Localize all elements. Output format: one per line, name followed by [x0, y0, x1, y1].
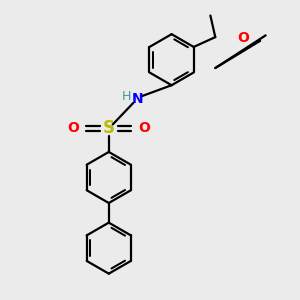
Text: O: O	[138, 122, 150, 135]
Text: H: H	[122, 89, 131, 103]
Text: S: S	[103, 119, 115, 137]
Text: O: O	[68, 122, 79, 135]
Text: N: N	[131, 92, 143, 106]
Text: O: O	[237, 31, 249, 45]
